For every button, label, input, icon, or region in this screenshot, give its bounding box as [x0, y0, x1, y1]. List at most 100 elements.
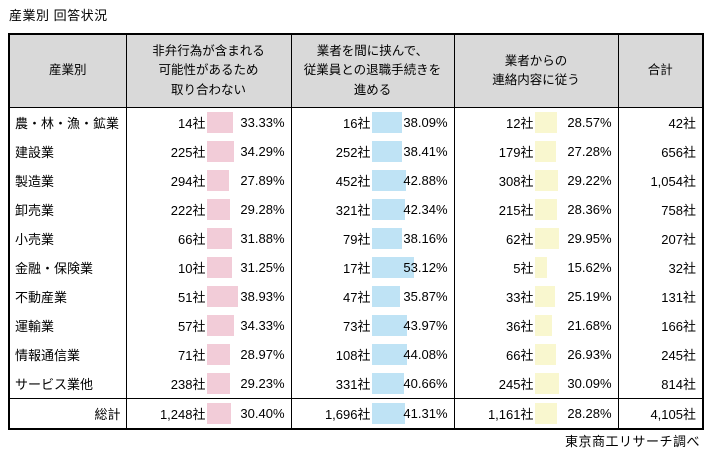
answer2-count: 16社 [343, 116, 371, 131]
answer2-count: 331社 [335, 377, 371, 392]
answer1-count: 222社 [170, 203, 206, 218]
answer3-data-bar [534, 199, 558, 220]
answer3-total-count: 1,161社 [487, 407, 534, 422]
answer3-count: 245社 [498, 377, 534, 392]
row-total: 656社 [617, 137, 704, 166]
answer1-data-bar [206, 373, 230, 394]
answer2-percent: 43.97% [403, 318, 448, 333]
row-total: 245社 [617, 340, 704, 369]
answer3-count: 36社 [506, 319, 534, 334]
header-row: 産業別 非弁行為が含まれる 可能性があるため 取り合わない 業者を間に挟んで、 … [8, 33, 704, 108]
industry-label: 建設業 [8, 137, 127, 166]
answer3-total-percent: 28.28% [567, 406, 612, 421]
answer3-data-bar [534, 373, 559, 394]
answer2-percent: 44.08% [403, 347, 448, 362]
answer1-count: 66社 [178, 232, 206, 247]
answer2-percent: 42.88% [403, 173, 448, 188]
answer1-total-percent: 30.40% [240, 406, 285, 421]
answer1-count: 294社 [170, 174, 206, 189]
answer2-percent: 38.16% [403, 231, 448, 246]
answer3-count: 5社 [513, 261, 534, 276]
answer2-percent: 40.66% [403, 376, 448, 391]
answer3-data-bar [534, 257, 547, 278]
row-total: 814社 [617, 369, 704, 399]
answer1-data-bar [206, 228, 232, 249]
industry-label: 小売業 [8, 224, 127, 253]
answer2-count: 73社 [343, 319, 371, 334]
header-industry: 産業別 [8, 33, 127, 108]
total-row-label: 総計 [8, 398, 127, 429]
answer3-percent: 28.57% [567, 115, 612, 130]
answer3-count: 308社 [498, 174, 534, 189]
answer2-percent: 53.12% [403, 260, 448, 275]
table-row: 運輸業 57社 34.33% 73社 43.97% 36社 21.68% 166社 [8, 311, 704, 340]
table-row: 製造業 294社 27.89% 452社 42.88% 308社 29.22% 1,0… [8, 166, 704, 195]
industry-label: 情報通信業 [8, 340, 127, 369]
table-row: サービス業他 238社 29.23% 331社 40.66% 245社 30.09% … [8, 369, 704, 399]
table-row: 情報通信業 71社 28.97% 108社 44.08% 66社 26.93% 245… [8, 340, 704, 369]
answer2-data-bar [371, 199, 406, 220]
answer2-count: 452社 [335, 174, 371, 189]
answer2-count: 79社 [343, 232, 371, 247]
industry-label: 卸売業 [8, 195, 127, 224]
answer3-count: 66社 [506, 348, 534, 363]
answer3-data-bar [534, 286, 555, 307]
answer3-count: 179社 [498, 145, 534, 160]
industry-label: 金融・保険業 [8, 253, 127, 282]
answer3-data-bar [534, 403, 558, 424]
answer1-percent: 33.33% [240, 115, 285, 130]
industry-response-table: 産業別 非弁行為が含まれる 可能性があるため 取り合わない 業者を間に挟んで、 … [8, 33, 704, 430]
answer1-data-bar [206, 257, 232, 278]
row-total: 42社 [617, 107, 704, 137]
table-row: 不動産業 51社 38.93% 47社 35.87% 33社 25.19% 131社 [8, 282, 704, 311]
answer2-count: 47社 [343, 290, 371, 305]
header-answer3: 業者からの 連絡内容に従う [453, 33, 619, 108]
answer1-data-bar [206, 344, 230, 365]
answer3-data-bar [534, 315, 552, 336]
industry-label: サービス業他 [8, 369, 127, 399]
table-row: 建設業 225社 34.29% 252社 38.41% 179社 27.28% 656… [8, 137, 704, 166]
answer3-percent: 28.36% [567, 202, 612, 217]
row-total: 131社 [617, 282, 704, 311]
answer2-data-bar [371, 141, 403, 162]
answer2-data-bar [371, 403, 405, 424]
row-total: 166社 [617, 311, 704, 340]
row-total: 1,054社 [617, 166, 704, 195]
table-row: 金融・保険業 10社 31.25% 17社 53.12% 5社 15.62% 32社 [8, 253, 704, 282]
answer1-percent: 34.33% [240, 318, 285, 333]
answer3-count: 12社 [506, 116, 534, 131]
answer3-data-bar [534, 112, 558, 133]
answer3-percent: 25.19% [567, 289, 612, 304]
answer2-total-percent: 41.31% [403, 406, 448, 421]
answer1-count: 225社 [170, 145, 206, 160]
industry-label: 運輸業 [8, 311, 127, 340]
answer3-data-bar [534, 344, 556, 365]
answer2-data-bar [371, 373, 404, 394]
source-note: 東京商工リサーチ調べ [564, 434, 700, 449]
answer1-data-bar [206, 286, 238, 307]
answer2-total-count: 1,696社 [324, 407, 371, 422]
row-total: 758社 [617, 195, 704, 224]
table-row: 農・林・漁・鉱業 14社 33.33% 16社 38.09% 12社 28.57% 4… [8, 107, 704, 137]
answer1-percent: 29.23% [240, 376, 285, 391]
answer1-count: 71社 [178, 348, 206, 363]
industry-label: 製造業 [8, 166, 127, 195]
answer3-percent: 21.68% [567, 318, 612, 333]
answer3-percent: 29.22% [567, 173, 612, 188]
answer3-data-bar [534, 170, 558, 191]
answer1-count: 10社 [178, 261, 206, 276]
answer2-percent: 42.34% [403, 202, 448, 217]
answer3-data-bar [534, 141, 557, 162]
table-row: 卸売業 222社 29.28% 321社 42.34% 215社 28.36% 758… [8, 195, 704, 224]
header-answer2: 業者を間に挟んで、 従業員との退職手続きを 進める [290, 33, 455, 108]
answer3-percent: 26.93% [567, 347, 612, 362]
answer2-data-bar [371, 112, 402, 133]
answer1-percent: 34.29% [240, 144, 285, 159]
answer1-percent: 31.25% [240, 260, 285, 275]
answer1-count: 14社 [178, 116, 206, 131]
answer2-percent: 38.41% [403, 144, 448, 159]
page-title: 産業別 回答状況 [9, 8, 108, 23]
answer1-data-bar [206, 170, 229, 191]
answer1-data-bar [206, 315, 234, 336]
answer1-count: 238社 [170, 377, 206, 392]
